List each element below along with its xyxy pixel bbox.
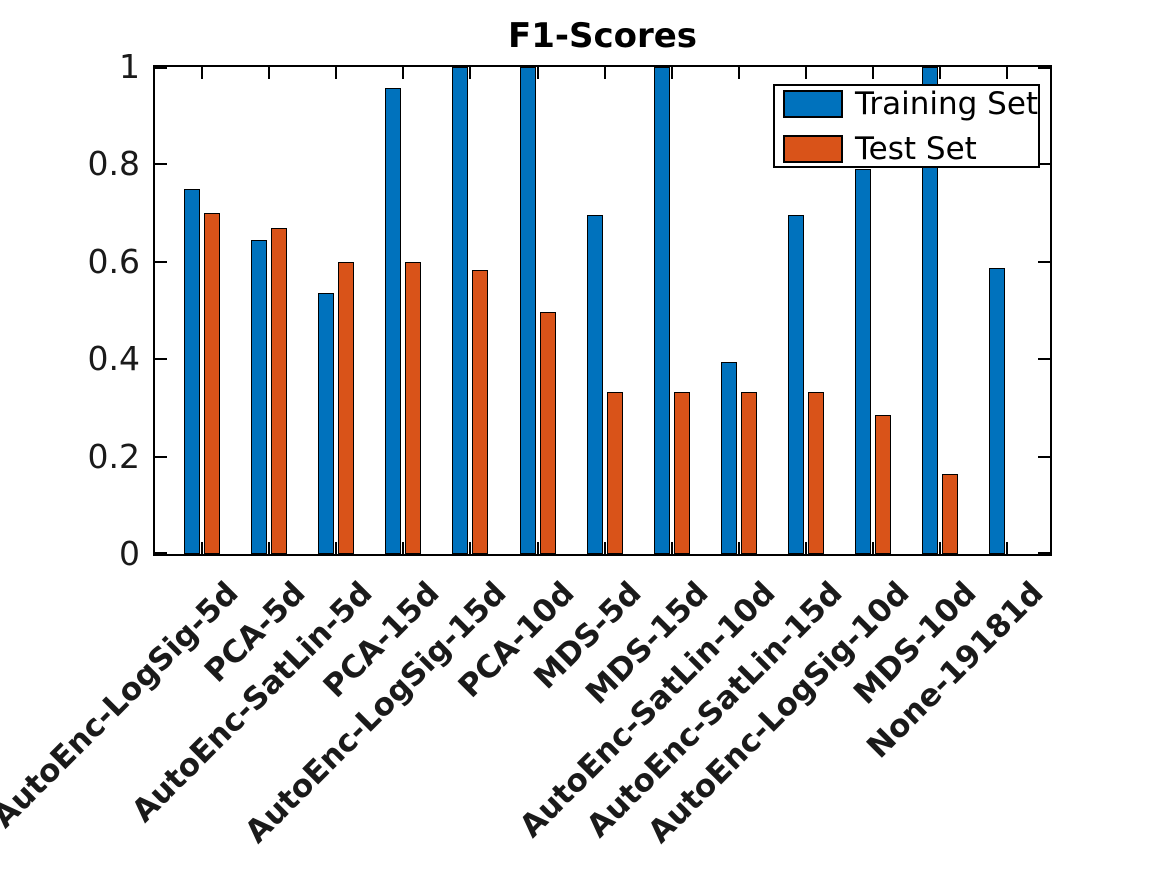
- y-axis-tick-label: 0.8: [87, 144, 140, 183]
- x-axis-tick-top: [335, 67, 337, 79]
- x-axis-tick-bottom: [402, 542, 404, 554]
- x-axis-tick-bottom: [872, 542, 874, 554]
- y-axis-tick-right: [1038, 67, 1050, 69]
- test-set-bar-mds-10d: [942, 474, 958, 554]
- y-axis-tick-label: 0.2: [87, 437, 140, 476]
- test-set-bar-pca-15d: [405, 262, 421, 554]
- x-axis-tick-bottom: [1006, 542, 1008, 554]
- x-axis-tick-top: [469, 67, 471, 79]
- x-axis-tick-bottom: [335, 542, 337, 554]
- training-set-bar-autoenc-satlin-5d: [318, 293, 334, 554]
- training-set-bar-pca-5d: [251, 240, 267, 554]
- y-axis-tick-label: 0: [119, 534, 140, 573]
- test-set-bar-mds-5d: [607, 392, 623, 554]
- training-set-bar-pca-10d: [520, 67, 536, 554]
- y-axis-tick-left: [155, 67, 167, 69]
- x-axis-tick-bottom: [537, 542, 539, 554]
- x-axis-tick-top: [201, 67, 203, 79]
- test-set-bar-autoenc-logsig-5d: [204, 213, 220, 554]
- training-set-bar-autoenc-logsig-15d: [452, 67, 468, 554]
- test-set-bar-autoenc-satlin-10d: [741, 392, 757, 554]
- y-axis-tick-left: [155, 163, 167, 165]
- test-set-bar-autoenc-satlin-5d: [338, 262, 354, 554]
- training-set-bar-autoenc-logsig-10d: [855, 169, 871, 554]
- x-axis-tick-bottom: [671, 542, 673, 554]
- y-axis-tick-label: 1: [119, 47, 140, 86]
- legend-swatch-test-set: [783, 134, 843, 163]
- legend-item-test-set: Test Set: [783, 131, 1030, 167]
- x-axis-tick-bottom: [268, 542, 270, 554]
- y-axis-tick-label: 0.6: [87, 242, 140, 281]
- legend: Training Set Test Set: [773, 84, 1040, 168]
- y-axis-tick-right: [1038, 163, 1050, 165]
- legend-item-training-set: Training Set: [783, 86, 1038, 122]
- x-axis-tick-bottom: [805, 542, 807, 554]
- legend-label-training-set: Training Set: [855, 85, 1039, 122]
- test-set-bar-autoenc-satlin-15d: [808, 392, 824, 554]
- legend-label-test-set: Test Set: [855, 130, 977, 167]
- y-axis-tick-label: 0.4: [87, 339, 140, 378]
- test-set-bar-autoenc-logsig-10d: [875, 415, 891, 554]
- x-axis-tick-top: [738, 67, 740, 79]
- test-set-bar-pca-10d: [540, 312, 556, 554]
- test-set-bar-autoenc-logsig-15d: [472, 270, 488, 554]
- y-axis-tick-right: [1038, 456, 1050, 458]
- training-set-bar-mds-15d: [654, 67, 670, 554]
- chart-title: F1-Scores: [507, 16, 698, 56]
- x-axis-tick-top: [402, 67, 404, 79]
- training-set-bar-mds-10d: [922, 67, 938, 554]
- x-axis-tick-top: [805, 67, 807, 79]
- x-axis-tick-top: [872, 67, 874, 79]
- y-axis-tick-left: [155, 552, 167, 554]
- training-set-bar-autoenc-satlin-15d: [788, 215, 804, 554]
- x-axis-tick-bottom: [469, 542, 471, 554]
- x-axis-tick-bottom: [201, 542, 203, 554]
- x-axis-tick-top: [1006, 67, 1008, 79]
- x-axis-tick-top: [537, 67, 539, 79]
- y-axis-tick-left: [155, 261, 167, 263]
- test-set-bar-mds-15d: [674, 392, 690, 554]
- x-axis-tick-top: [604, 67, 606, 79]
- y-axis-tick-left: [155, 358, 167, 360]
- x-axis-tick-top: [268, 67, 270, 79]
- y-axis-tick-right: [1038, 261, 1050, 263]
- legend-swatch-training-set: [783, 89, 843, 118]
- training-set-bar-autoenc-satlin-10d: [721, 362, 737, 554]
- x-axis-tick-bottom: [738, 542, 740, 554]
- y-axis-tick-right: [1038, 552, 1050, 554]
- y-axis-tick-right: [1038, 358, 1050, 360]
- training-set-bar-mds-5d: [587, 215, 603, 554]
- test-set-bar-pca-5d: [271, 228, 287, 554]
- x-axis-tick-bottom: [604, 542, 606, 554]
- x-axis-tick-bottom: [939, 542, 941, 554]
- x-axis-tick-top: [671, 67, 673, 79]
- y-axis-tick-left: [155, 456, 167, 458]
- training-set-bar-autoenc-logsig-5d: [184, 189, 200, 554]
- training-set-bar-pca-15d: [385, 88, 401, 554]
- training-set-bar-none-19181d: [989, 268, 1005, 554]
- x-axis-tick-top: [939, 67, 941, 79]
